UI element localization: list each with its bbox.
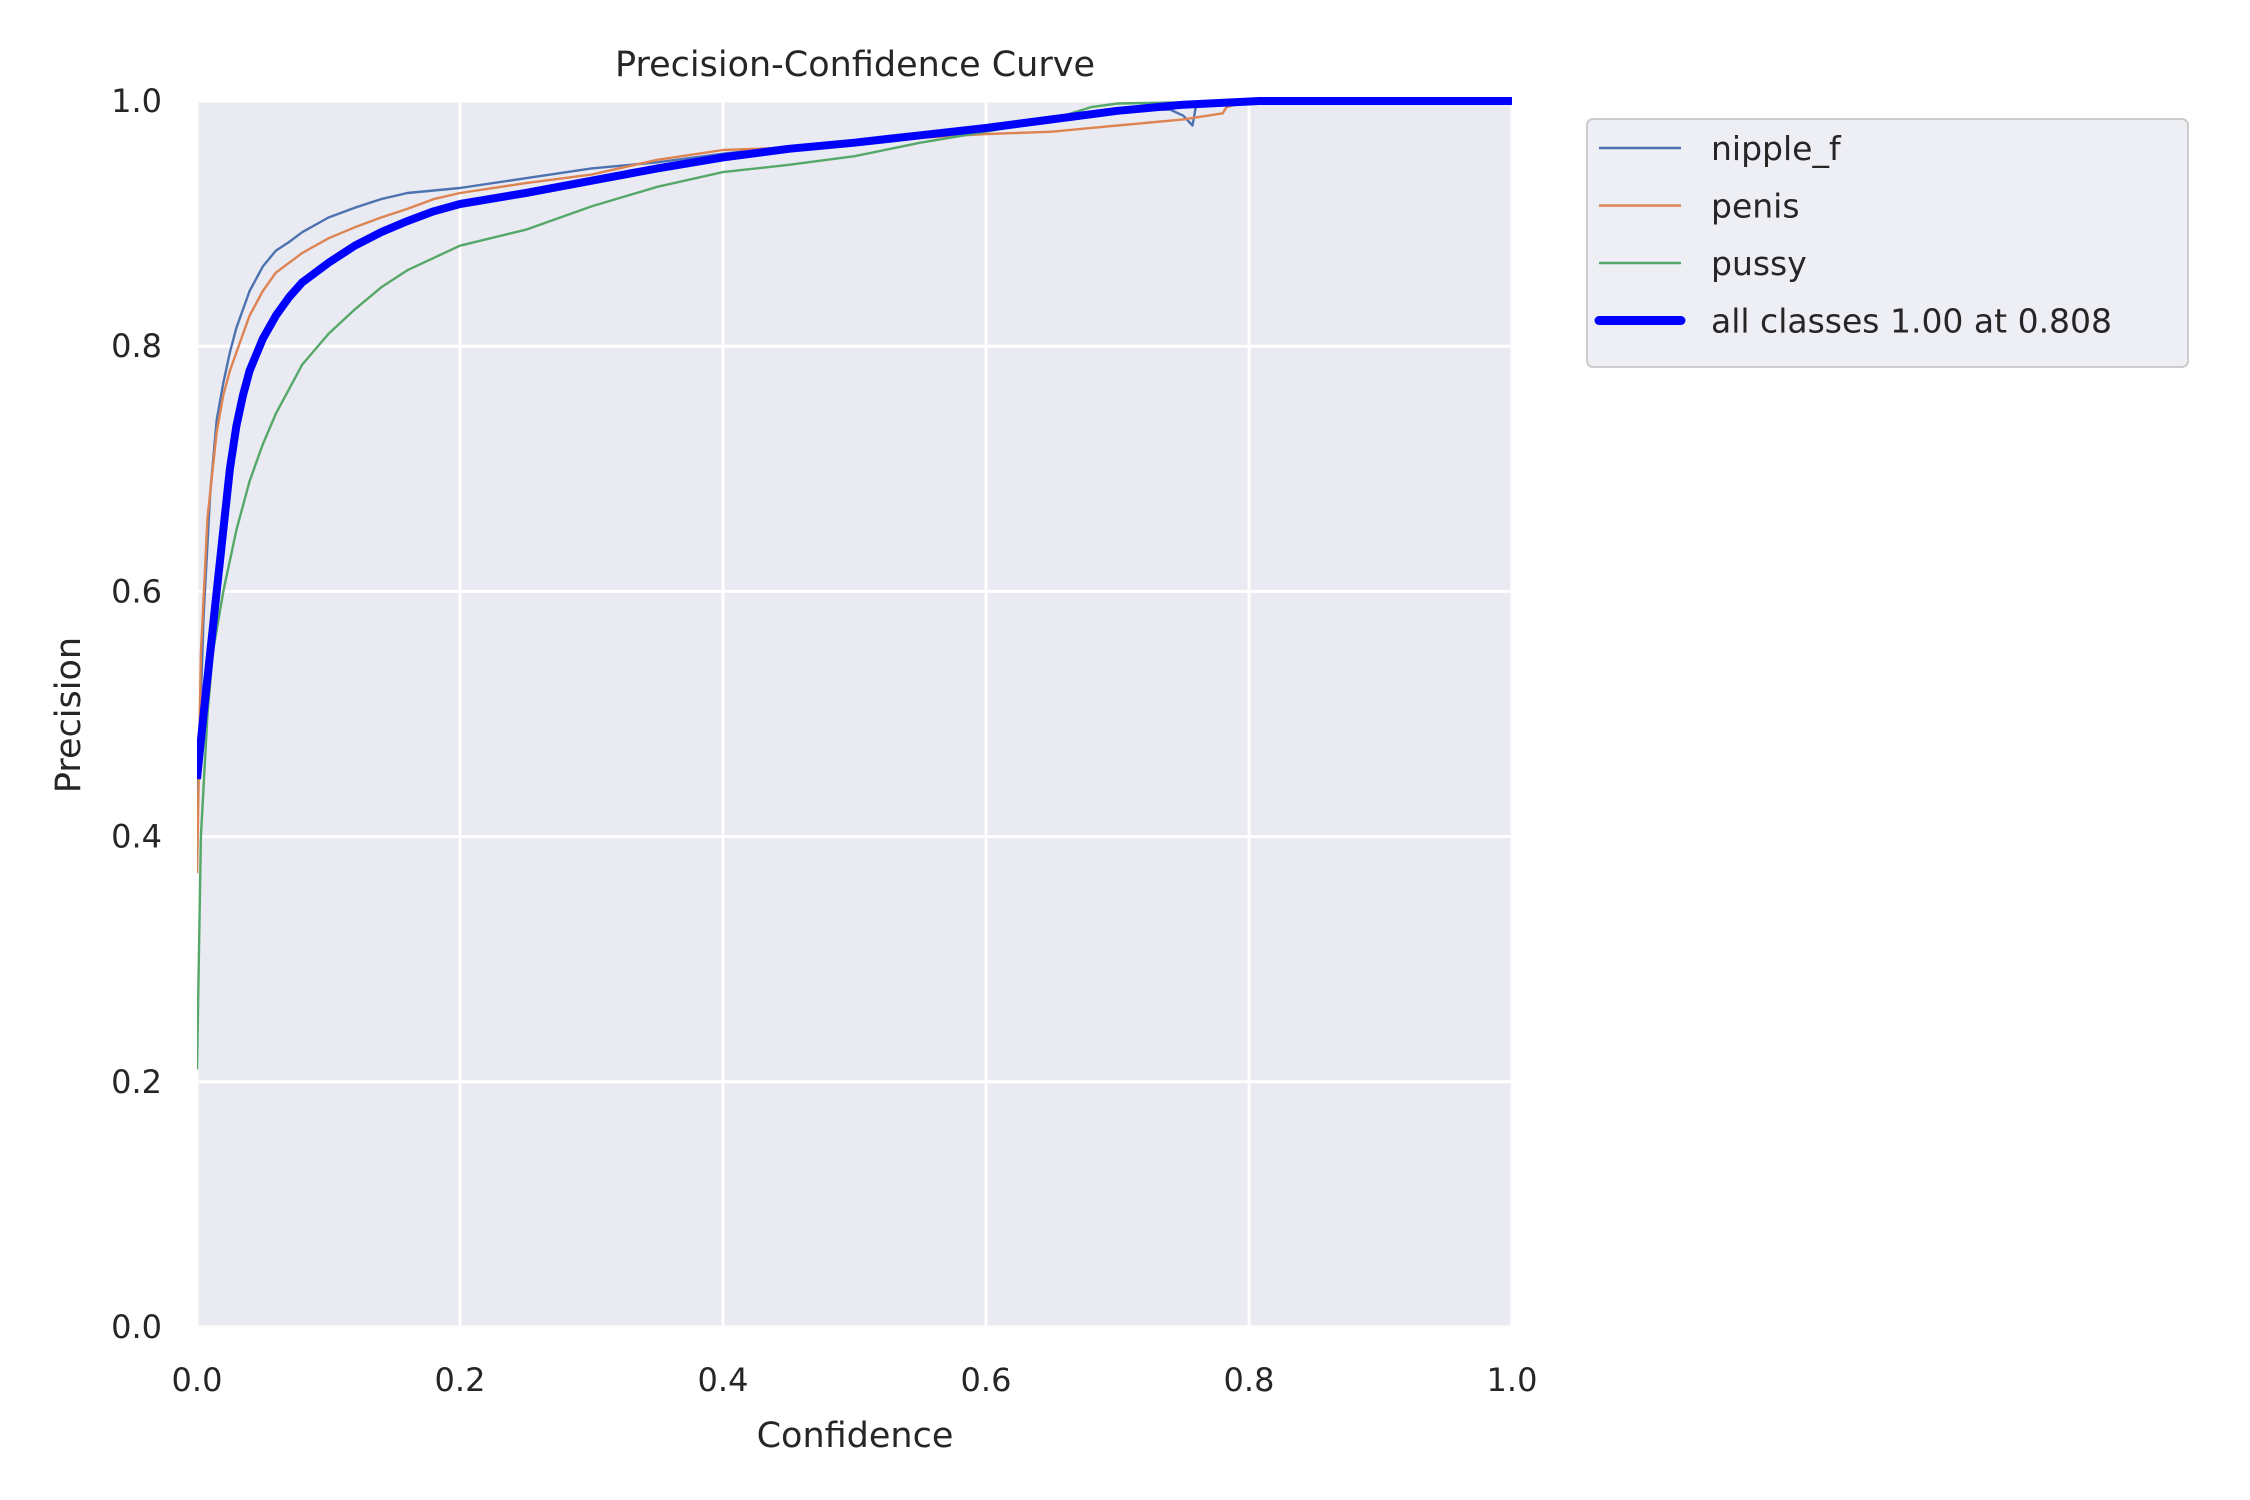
y-tick-label: 0.4 xyxy=(111,818,162,856)
y-tick-label: 1.0 xyxy=(111,82,162,120)
legend-label: pussy xyxy=(1711,244,1807,283)
gridlines xyxy=(195,99,1514,1329)
series-line-3 xyxy=(197,97,1512,780)
y-axis-label: Precision xyxy=(49,637,89,793)
x-tick-label: 0.6 xyxy=(961,1361,1012,1399)
series-layer xyxy=(197,97,1512,1070)
y-tick-label: 0.2 xyxy=(111,1063,162,1101)
x-tick-label: 0.4 xyxy=(698,1361,749,1399)
legend-label: all classes 1.00 at 0.808 xyxy=(1711,302,2112,341)
x-tick-label: 0.8 xyxy=(1224,1361,1275,1399)
y-tick-label: 0.0 xyxy=(111,1308,162,1346)
chart-title: Precision-Confidence Curve xyxy=(615,45,1095,85)
y-axis-ticks: 0.0 0.2 0.4 0.6 0.8 1.0 xyxy=(111,82,162,1346)
y-tick-label: 0.8 xyxy=(111,327,162,365)
x-axis-label: Confidence xyxy=(757,1416,954,1456)
x-tick-label: 0.2 xyxy=(435,1361,486,1399)
x-axis-ticks: 0.0 0.2 0.4 0.6 0.8 1.0 xyxy=(172,1361,1538,1399)
series-line-1 xyxy=(197,99,1512,874)
legend-label: nipple_f xyxy=(1711,129,1842,168)
x-tick-label: 0.0 xyxy=(172,1361,223,1399)
x-tick-label: 1.0 xyxy=(1487,1361,1538,1399)
legend-label: penis xyxy=(1711,187,1800,226)
legend-box xyxy=(1586,118,2189,368)
y-tick-label: 0.6 xyxy=(111,572,162,610)
plot-area xyxy=(197,101,1512,1327)
